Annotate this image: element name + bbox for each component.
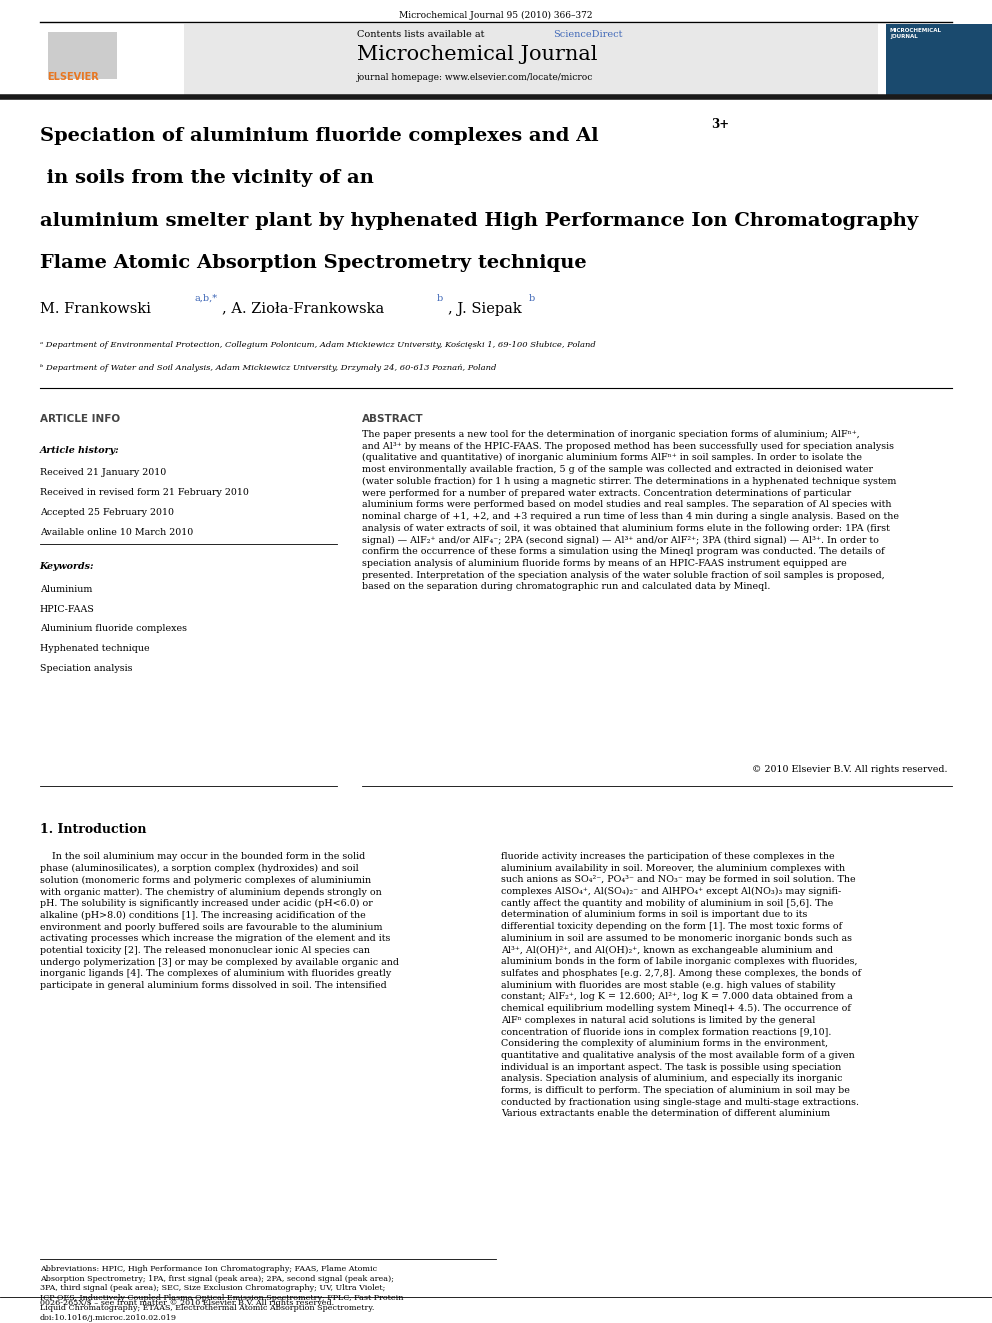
Text: Available online 10 March 2010: Available online 10 March 2010 — [40, 528, 192, 537]
Text: M. Frankowski: M. Frankowski — [40, 302, 156, 316]
Text: Abbreviations: HPIC, High Performance Ion Chromatography; FAAS, Flame Atomic
Abs: Abbreviations: HPIC, High Performance Io… — [40, 1265, 403, 1312]
Text: a,b,*: a,b,* — [194, 294, 217, 303]
Text: In the soil aluminium may occur in the bounded form in the solid
phase (aluminos: In the soil aluminium may occur in the b… — [40, 852, 399, 990]
Text: ᵃ Department of Environmental Protection, Collegium Polonicum, Adam Mickiewicz U: ᵃ Department of Environmental Protection… — [40, 341, 595, 349]
Text: MICROCHEMICAL
JOURNAL: MICROCHEMICAL JOURNAL — [890, 28, 941, 38]
Text: doi:10.1016/j.microc.2010.02.019: doi:10.1016/j.microc.2010.02.019 — [40, 1314, 177, 1322]
Bar — [40, 24, 878, 95]
Text: © 2010 Elsevier B.V. All rights reserved.: © 2010 Elsevier B.V. All rights reserved… — [752, 765, 947, 774]
Text: 1. Introduction: 1. Introduction — [40, 823, 146, 836]
Text: Flame Atomic Absorption Spectrometry technique: Flame Atomic Absorption Spectrometry tec… — [40, 254, 586, 273]
Bar — [40, 24, 184, 95]
Text: Microchemical Journal: Microchemical Journal — [357, 45, 597, 64]
Text: aluminium smelter plant by hyphenated High Performance Ion Chromatography: aluminium smelter plant by hyphenated Hi… — [40, 212, 918, 230]
Text: Microchemical Journal 95 (2010) 366–372: Microchemical Journal 95 (2010) 366–372 — [399, 11, 593, 20]
Text: Article history:: Article history: — [40, 446, 119, 455]
Text: 3+: 3+ — [711, 118, 729, 131]
Text: HPIC-FAAS: HPIC-FAAS — [40, 605, 94, 614]
Text: ARTICLE INFO: ARTICLE INFO — [40, 414, 120, 425]
Text: Received in revised form 21 February 2010: Received in revised form 21 February 201… — [40, 488, 249, 497]
Text: ScienceDirect: ScienceDirect — [554, 30, 623, 40]
Text: , J. Siepak: , J. Siepak — [448, 302, 527, 316]
Text: ELSEVIER: ELSEVIER — [48, 71, 99, 82]
Text: journal homepage: www.elsevier.com/locate/microc: journal homepage: www.elsevier.com/locat… — [357, 73, 593, 82]
Text: The paper presents a new tool for the determination of inorganic speciation form: The paper presents a new tool for the de… — [362, 430, 899, 591]
Text: Received 21 January 2010: Received 21 January 2010 — [40, 468, 166, 478]
Text: Aluminium fluoride complexes: Aluminium fluoride complexes — [40, 624, 186, 634]
Bar — [48, 32, 117, 79]
Text: ABSTRACT: ABSTRACT — [362, 414, 424, 425]
Text: Hyphenated technique: Hyphenated technique — [40, 644, 150, 654]
Text: 0026-265X/$ – see front matter © 2010 Elsevier B.V. All rights reserved.: 0026-265X/$ – see front matter © 2010 El… — [40, 1299, 333, 1307]
Bar — [886, 24, 992, 95]
Text: Contents lists available at: Contents lists available at — [357, 30, 488, 40]
Text: Speciation of aluminium fluoride complexes and Al: Speciation of aluminium fluoride complex… — [40, 127, 598, 146]
Text: , A. Zioła-Frankowska: , A. Zioła-Frankowska — [222, 302, 389, 316]
Text: Speciation analysis: Speciation analysis — [40, 664, 132, 673]
Text: Accepted 25 February 2010: Accepted 25 February 2010 — [40, 508, 174, 517]
Text: Keywords:: Keywords: — [40, 562, 94, 572]
Text: ᵇ Department of Water and Soil Analysis, Adam Mickiewicz University, Drzymały 24: ᵇ Department of Water and Soil Analysis,… — [40, 364, 496, 372]
Text: b: b — [436, 294, 442, 303]
Text: in soils from the vicinity of an: in soils from the vicinity of an — [40, 169, 374, 188]
Text: fluoride activity increases the participation of these complexes in the
aluminiu: fluoride activity increases the particip… — [501, 852, 861, 1118]
Text: Aluminium: Aluminium — [40, 585, 92, 594]
Text: b: b — [529, 294, 535, 303]
